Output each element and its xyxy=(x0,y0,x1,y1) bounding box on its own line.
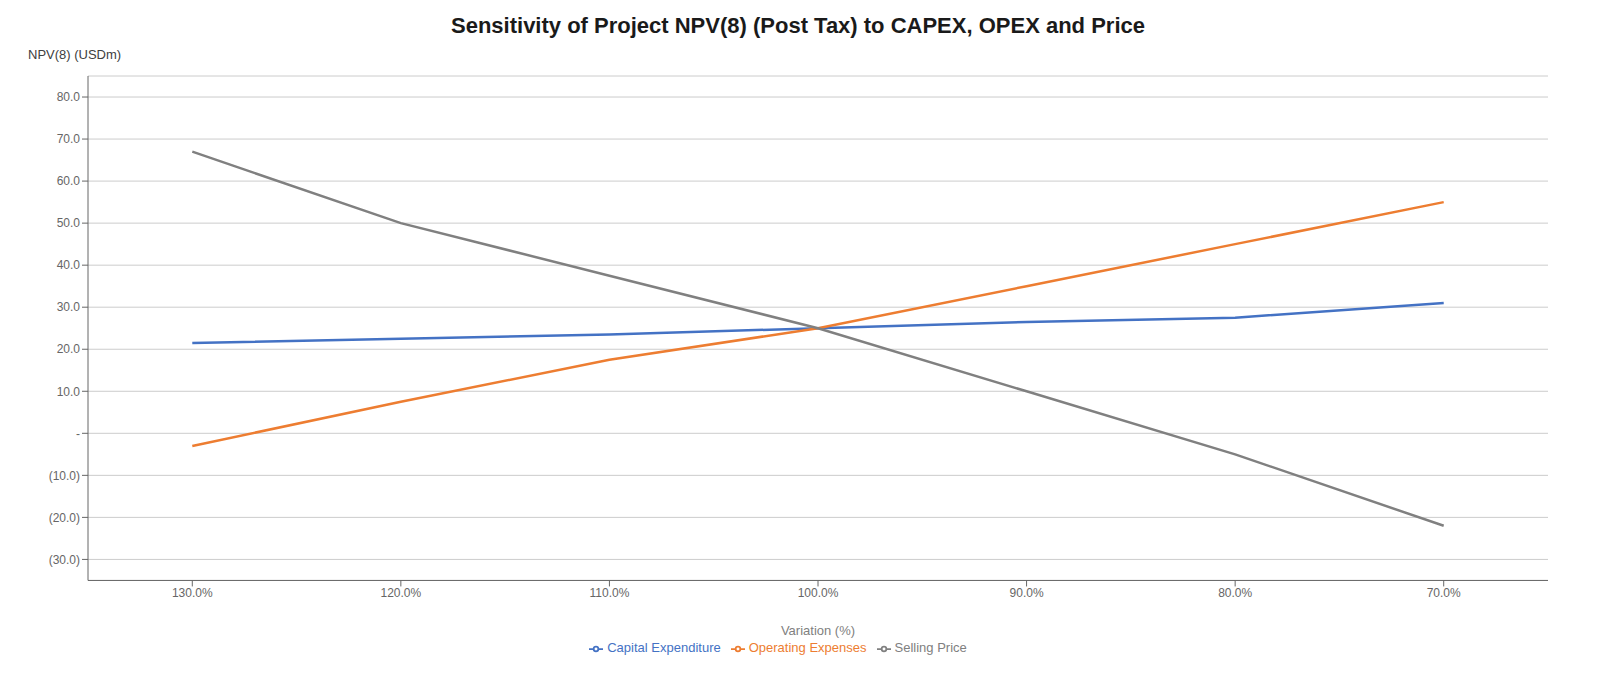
svg-text:130.0%: 130.0% xyxy=(172,586,213,600)
svg-text:90.0%: 90.0% xyxy=(1010,586,1044,600)
html-text:Capital Expenditure: Capital Expenditure xyxy=(607,640,721,656)
html-text:NPV(8) (USDm): NPV(8) (USDm) xyxy=(28,47,122,62)
svg-text:110.0%: 110.0% xyxy=(590,586,630,600)
svg-text:80.0%: 80.0% xyxy=(1218,586,1252,600)
html-text:Sensitivity of Project NPV(8): Sensitivity of Project NPV(8) (Post Tax)… xyxy=(451,13,1145,38)
svg-text:60.0: 60.0 xyxy=(57,174,81,188)
svg-text:120.0%: 120.0% xyxy=(381,586,422,600)
svg-text:20.0: 20.0 xyxy=(57,342,81,356)
svg-text:(30.0): (30.0) xyxy=(49,553,80,567)
html-text:Operating Expenses: Operating Expenses xyxy=(748,640,867,656)
svg-text:Variation (%): Variation (%) xyxy=(781,623,855,638)
svg-text:-: - xyxy=(76,427,80,441)
svg-text:(20.0): (20.0) xyxy=(49,511,80,525)
svg-text:80.0: 80.0 xyxy=(57,90,81,104)
svg-text:70.0%: 70.0% xyxy=(1427,586,1461,600)
svg-text:(10.0): (10.0) xyxy=(49,469,80,483)
svg-text:30.0: 30.0 xyxy=(57,300,81,314)
svg-text:100.0%: 100.0% xyxy=(798,586,839,600)
svg-text:70.0: 70.0 xyxy=(57,132,81,146)
svg-text:10.0: 10.0 xyxy=(57,385,81,399)
svg-text:40.0: 40.0 xyxy=(57,258,81,272)
svg-text:50.0: 50.0 xyxy=(57,216,81,230)
html-text:Selling Price: Selling Price xyxy=(894,640,967,656)
